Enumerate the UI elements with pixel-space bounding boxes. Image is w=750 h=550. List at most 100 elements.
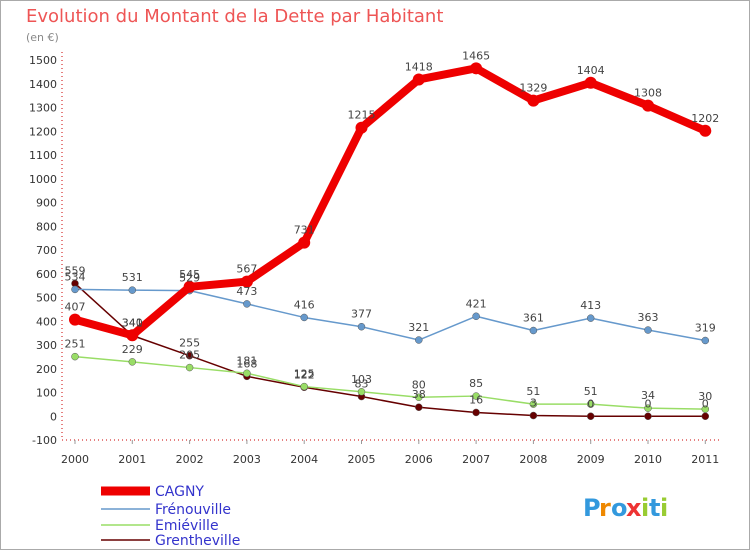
data-label: 16 [469, 393, 483, 406]
data-label: 1418 [405, 60, 433, 73]
logo-letter: i [641, 494, 649, 522]
chart-subtitle: (en €) [26, 31, 59, 44]
data-label: 361 [523, 312, 544, 325]
x-tick-label: 2010 [634, 453, 662, 466]
series-point [472, 312, 480, 321]
data-label: 1329 [519, 82, 547, 95]
y-tick-label: 300 [36, 339, 57, 352]
series-point [472, 408, 480, 417]
data-label: 341 [122, 316, 143, 329]
series-point [357, 388, 366, 396]
series-point [701, 412, 710, 420]
y-tick-label: 1100 [29, 149, 57, 162]
series-point [298, 236, 311, 249]
data-label: 168 [236, 357, 257, 370]
legend-label: CAGNY [155, 484, 204, 500]
y-tick-label: 1400 [29, 78, 57, 91]
logo-letter: P [583, 494, 601, 522]
x-tick-label: 2007 [462, 453, 490, 466]
data-label: 80 [412, 378, 426, 391]
data-label: 473 [236, 285, 257, 298]
data-label: 0 [645, 397, 652, 410]
series-point [415, 393, 423, 401]
y-tick-label: 1500 [29, 54, 57, 67]
y-tick-label: 100 [36, 387, 57, 400]
y-tick-label: -100 [32, 434, 57, 447]
x-tick-label: 2001 [118, 453, 146, 466]
series-point [586, 412, 595, 420]
legend-label: Frénouville [155, 502, 231, 518]
series-point [243, 300, 251, 308]
y-tick-label: 700 [36, 244, 57, 257]
data-label: 731 [294, 224, 315, 237]
data-label: 30 [698, 390, 712, 403]
data-label: 103 [351, 373, 372, 386]
y-tick-label: 1300 [29, 102, 57, 115]
series-point [185, 351, 194, 360]
series-point [412, 73, 425, 86]
data-label: 229 [122, 343, 143, 356]
data-label: 559 [65, 264, 86, 277]
data-label: 1202 [691, 112, 719, 125]
series-point [470, 62, 483, 75]
legend-label: Emiéville [155, 518, 219, 534]
proxiti-logo: Pr ox i t i [583, 494, 668, 522]
x-tick-label: 2006 [405, 453, 433, 466]
series-point [415, 336, 423, 344]
series-point [584, 76, 597, 89]
data-label: 416 [294, 298, 315, 311]
logo-letter: t [649, 494, 660, 522]
series-point [586, 400, 595, 408]
series-point [300, 382, 308, 391]
data-label: 255 [179, 337, 200, 350]
y-tick-label: 0 [50, 410, 57, 423]
y-tick-label: 500 [36, 292, 57, 305]
data-label: 377 [351, 308, 372, 321]
x-tick-label: 2000 [61, 453, 89, 466]
data-label: 125 [294, 368, 315, 381]
data-label: 1215 [348, 109, 376, 122]
logo-letter: x [626, 494, 642, 522]
data-label: 407 [65, 301, 86, 314]
series-point [472, 392, 480, 400]
data-label: 51 [526, 385, 540, 398]
series-point [644, 404, 652, 412]
series-line-cagny [71, 64, 710, 340]
x-tick-label: 2011 [691, 453, 719, 466]
series-point [71, 285, 79, 294]
chart-title: Evolution du Montant de la Dette par Hab… [26, 6, 443, 27]
series-point [701, 405, 710, 413]
series-point [300, 313, 308, 322]
x-tick-label: 2009 [577, 453, 605, 466]
y-tick-label: 400 [36, 315, 57, 328]
logo-letter: o [611, 494, 628, 522]
y-tick-label: 200 [36, 363, 57, 376]
data-label: 205 [179, 349, 200, 362]
y-tick-label: 600 [36, 268, 57, 281]
x-tick-label: 2003 [233, 453, 261, 466]
series-point [644, 412, 652, 420]
series-line-emiéville [74, 355, 707, 410]
series-point [126, 329, 139, 342]
data-label: 1404 [577, 64, 605, 77]
series-point [415, 403, 423, 411]
series-point [529, 326, 538, 335]
series-point [699, 124, 712, 137]
series-point [586, 314, 595, 322]
series-point [240, 275, 253, 288]
data-label: 340 [122, 317, 143, 330]
data-label: 1308 [634, 87, 662, 100]
x-tick-label: 2004 [290, 453, 318, 466]
series-point [529, 400, 538, 408]
logo-letter: i [660, 494, 668, 522]
data-label: 1465 [462, 49, 490, 62]
data-label: 534 [65, 270, 86, 283]
series-point [243, 369, 251, 378]
data-label: 51 [584, 385, 598, 398]
y-tick-label: 900 [36, 197, 57, 210]
series-point [644, 326, 652, 334]
legend-label: Grentheville [155, 533, 240, 549]
series-point [128, 358, 137, 366]
